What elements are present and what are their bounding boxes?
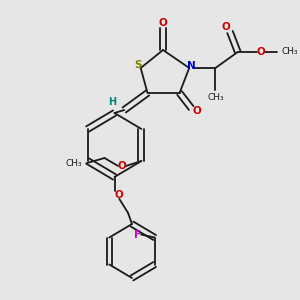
Text: O: O [222,22,230,32]
Text: N: N [187,61,196,71]
Text: CH₃: CH₃ [207,94,224,103]
Text: CH₃: CH₃ [281,47,298,56]
Text: H: H [109,97,117,107]
Text: O: O [193,106,201,116]
Text: O: O [115,190,124,200]
Text: O: O [159,18,167,28]
Text: S: S [134,60,142,70]
Text: F: F [134,230,141,239]
Text: CH₃: CH₃ [66,158,82,167]
Text: O: O [257,47,266,57]
Text: O: O [118,161,126,171]
